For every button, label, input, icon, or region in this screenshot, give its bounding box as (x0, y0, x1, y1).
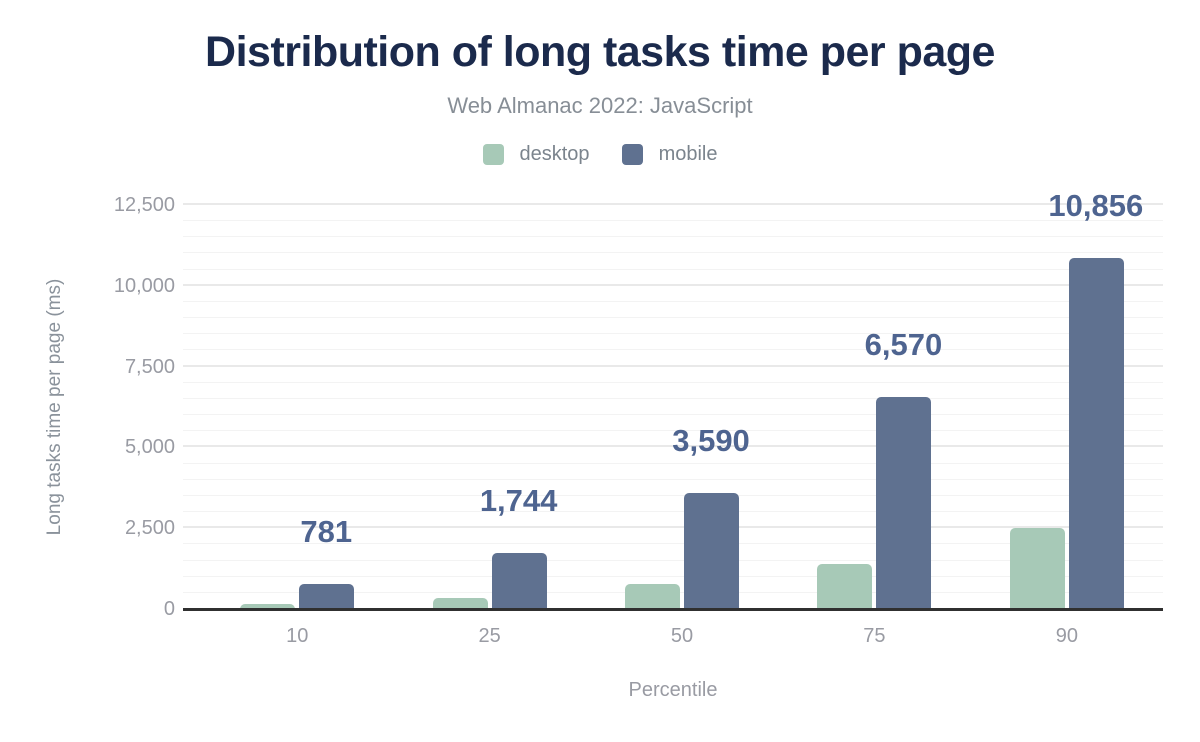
y-tick-label-7500: 7,500 (124, 355, 175, 378)
bar-desktop-p90[interactable] (1009, 528, 1065, 609)
major-gridline-5000 (183, 445, 1163, 448)
data-label-mobile-p25: 1,744 (479, 482, 558, 518)
minor-gridline-11500 (183, 236, 1163, 238)
minor-gridline-5500 (183, 430, 1163, 432)
bar-mobile-p75[interactable] (876, 396, 932, 609)
x-axis-line (183, 608, 1163, 611)
category-group-10: 781 10 (201, 205, 393, 647)
data-label-mobile-p50: 3,590 (672, 422, 750, 458)
x-tick-label-50: 50 (670, 625, 694, 647)
category-group-50: 3,590 50 (586, 205, 778, 647)
category-group-90: 10,856 90 (971, 188, 1163, 647)
x-tick-label-10: 10 (286, 625, 309, 647)
minor-gridline-4500 (183, 462, 1163, 464)
category-group-25: 1,744 25 (393, 205, 585, 647)
minor-gridline-12000 (183, 220, 1163, 222)
minor-gridline-7000 (183, 381, 1163, 383)
y-tick-label-12500: 12,500 (113, 194, 175, 216)
legend-swatch-desktop (482, 144, 504, 165)
category-group-75: 6,570 75 (778, 205, 970, 647)
y-tick-label-10000: 10,000 (113, 274, 175, 297)
chart-subtitle: Web Almanac 2022: JavaScript (447, 93, 753, 118)
x-axis-title: Percentile (628, 679, 718, 701)
bar-pair-90: 10,856 (1009, 188, 1143, 609)
minor-gridline-4000 (183, 478, 1163, 480)
bar-desktop-p10[interactable] (240, 604, 296, 609)
bar-mobile-p25[interactable] (491, 552, 547, 609)
major-gridline-2500 (183, 526, 1163, 529)
bar-desktop-p75[interactable] (817, 564, 873, 609)
legend-item-desktop: desktop (482, 143, 590, 166)
bar-pair-75: 6,570 (817, 205, 942, 609)
y-tick-label-5000: 5,000 (124, 436, 175, 459)
minor-gridline-1000 (183, 575, 1163, 577)
bar-desktop-p25[interactable] (432, 598, 488, 609)
minor-gridline-8000 (183, 349, 1163, 351)
minor-gridline-9500 (183, 300, 1163, 302)
minor-gridline-6500 (183, 397, 1163, 399)
bar-pair-25: 1,744 (432, 205, 557, 609)
bar-pair-50: 3,590 (625, 205, 750, 609)
bar-desktop-p50[interactable] (625, 584, 681, 609)
data-label-mobile-p90: 10,856 (1048, 188, 1144, 224)
data-label-mobile-p10: 781 (300, 513, 353, 549)
chart-title: Distribution of long tasks time per page (205, 28, 995, 76)
y-axis-title: Long tasks time per page (ms) (44, 278, 65, 536)
minor-gridline-3500 (183, 494, 1163, 496)
minor-gridline-6000 (183, 414, 1163, 416)
minor-gridline-2000 (183, 543, 1163, 545)
x-tick-label-75: 75 (863, 625, 886, 647)
minor-gridline-10500 (183, 268, 1163, 270)
bar-mobile-p10[interactable] (299, 583, 355, 609)
y-tick-label-0: 0 (163, 598, 175, 620)
minor-gridline-3000 (183, 511, 1163, 513)
major-gridline-7500 (183, 364, 1163, 367)
y-tick-label-2500: 2,500 (124, 517, 175, 540)
legend-item-mobile: mobile (621, 143, 718, 166)
major-gridline-12500 (183, 203, 1163, 205)
plot-area: 0 2,500 5,000 7,500 10,000 12,500 Long tasks … (44, 188, 1163, 701)
minor-gridline-8500 (183, 333, 1163, 335)
x-tick-label-25: 25 (478, 625, 501, 647)
data-label-mobile-p75: 6,570 (864, 326, 943, 362)
major-gridline-10000 (183, 283, 1163, 286)
minor-gridline-9000 (183, 317, 1163, 319)
x-tick-label-90: 90 (1055, 625, 1078, 647)
minor-gridline-1500 (183, 559, 1163, 561)
bar-mobile-p50[interactable] (684, 493, 740, 609)
bar-mobile-p90[interactable] (1068, 258, 1124, 609)
bar-groups: 781 10 1,744 25 3,590 50 6,570 75 10,856 90 (183, 188, 1163, 647)
legend-label-desktop: desktop (519, 143, 590, 165)
legend-label-mobile: mobile (658, 143, 718, 165)
minor-gridline-11000 (183, 252, 1163, 254)
legend-swatch-mobile (621, 144, 643, 165)
bar-pair-10: 781 (240, 205, 355, 609)
legend: desktop mobile (0, 143, 1200, 166)
